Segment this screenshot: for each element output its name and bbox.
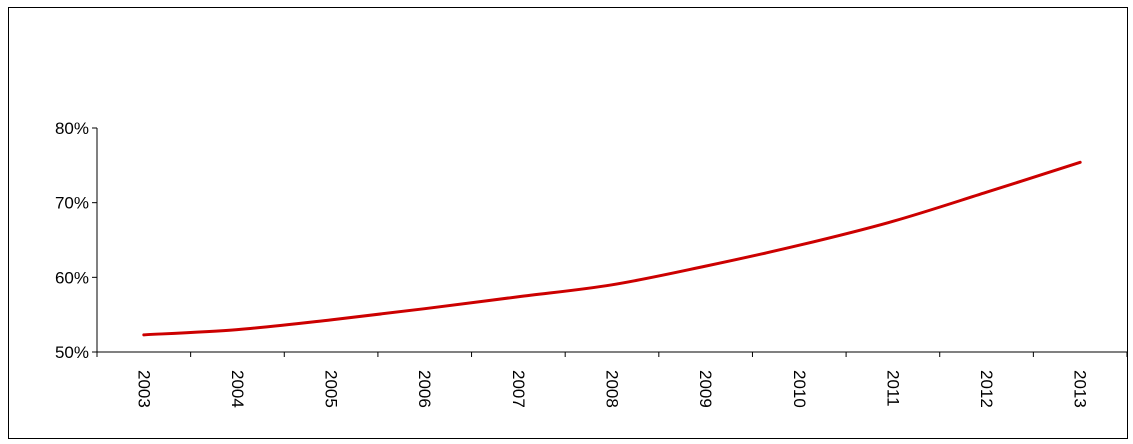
x-tick-label: 2010	[790, 370, 809, 408]
data-point	[236, 328, 239, 331]
chart-frame	[8, 7, 1128, 439]
series-group	[142, 160, 1082, 337]
x-tick-label: 2008	[603, 370, 622, 408]
y-tick-label: 80%	[55, 119, 89, 138]
x-tick-label: 2006	[415, 370, 434, 408]
x-axis: 2003 2004 2005 2006 2007 2008 2009 2010 2011 2012…	[96, 351, 1128, 408]
x-tick-label: 2009	[696, 370, 715, 408]
x-tick-label: 2013	[1071, 370, 1090, 408]
data-point	[985, 191, 988, 194]
y-tick-label: 60%	[55, 268, 89, 287]
data-point	[329, 318, 333, 322]
x-tick-label: 2003	[134, 370, 153, 408]
data-point	[1078, 161, 1082, 164]
x-tick-label: 2007	[509, 370, 528, 408]
x-tick-label: 2005	[322, 370, 341, 408]
data-point	[704, 264, 707, 268]
data-point	[142, 333, 146, 337]
data-point	[798, 244, 801, 247]
x-tick-label: 2004	[228, 370, 247, 408]
data-point	[423, 307, 426, 310]
x-tick-label: 2012	[977, 370, 996, 408]
data-point	[891, 220, 895, 223]
data-point	[517, 295, 520, 298]
y-axis: 50% 60% 70% 80%	[55, 119, 98, 362]
x-tick-label: 2011	[883, 370, 902, 407]
y-tick-label: 70%	[55, 194, 89, 213]
y-tick-label: 50%	[55, 343, 89, 362]
series-line	[142, 160, 1082, 337]
data-point	[610, 283, 614, 286]
